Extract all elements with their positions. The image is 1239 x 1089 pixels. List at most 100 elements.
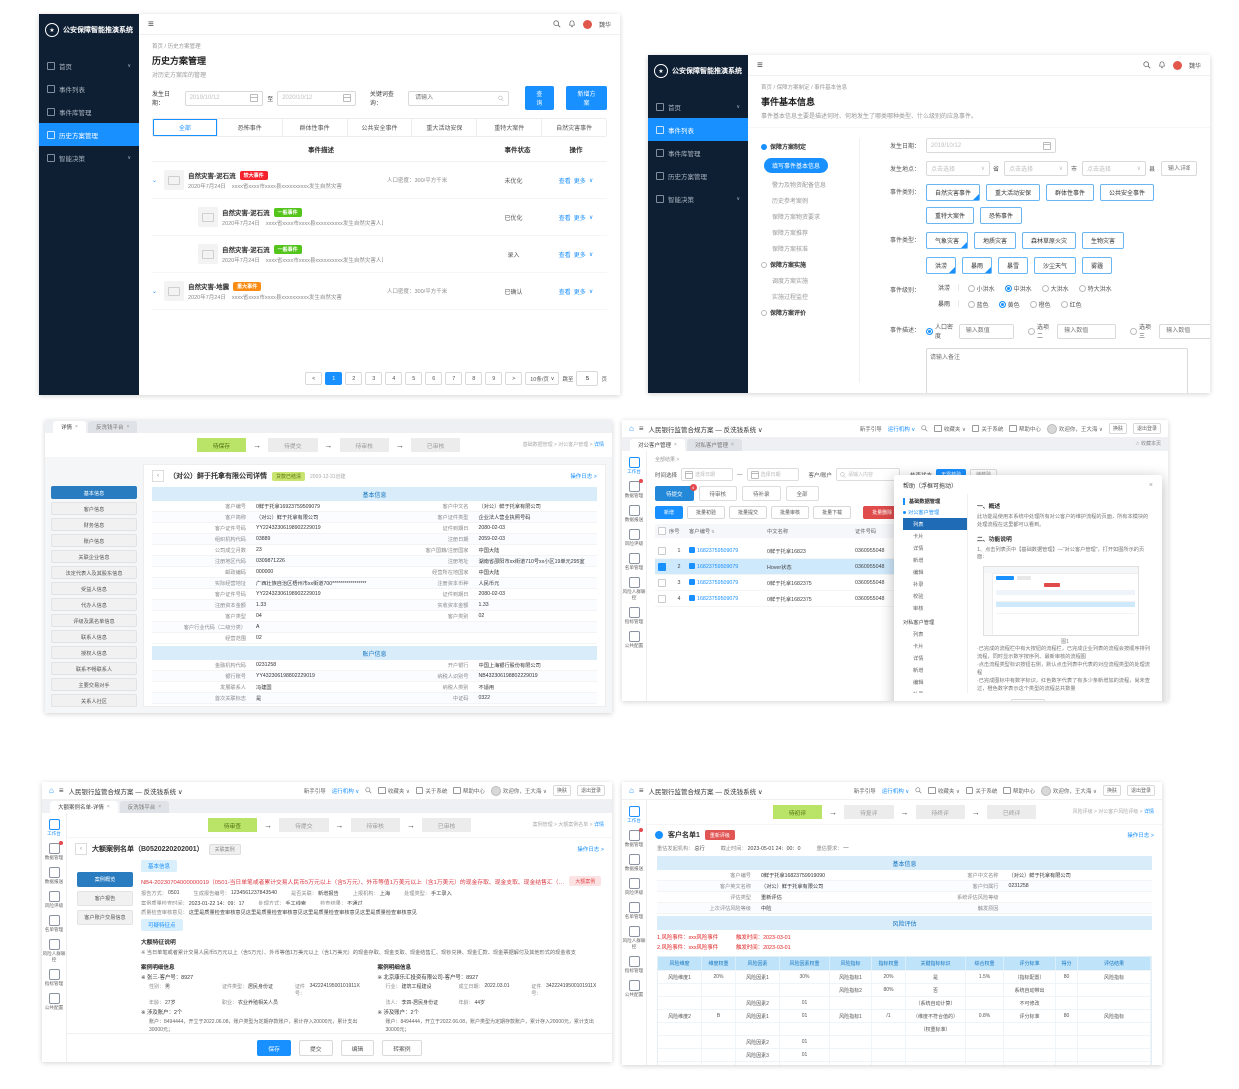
search-icon[interactable] — [553, 20, 561, 28]
rail-module-item[interactable]: 工作台 — [42, 819, 66, 837]
process-step[interactable]: 保障方案物资要求 — [772, 215, 821, 221]
close-icon[interactable]: × — [75, 424, 78, 430]
help-link[interactable]: 帮助中心 — [1012, 788, 1035, 795]
region-select[interactable]: 点击选择 ∨ — [1004, 161, 1069, 176]
process-step[interactable]: 警力及物资配备信息 — [772, 183, 827, 189]
value-input-box[interactable] — [1159, 323, 1210, 339]
subtype-chip[interactable]: 沙尘天气 — [1034, 257, 1077, 274]
rail-module-item[interactable]: 指标管理 — [42, 969, 66, 987]
operation-log-link[interactable]: 操作日志 > — [570, 474, 597, 480]
bell-icon[interactable] — [1158, 61, 1166, 69]
date-start-input[interactable]: 选择日期 — [681, 468, 734, 481]
help-nav-item[interactable]: 详情 — [913, 545, 924, 552]
process-step[interactable]: 保障方案实施 — [761, 260, 859, 269]
action-button[interactable]: 提交 — [298, 1040, 333, 1056]
date-to-input[interactable]: 2020/10/12 — [277, 90, 356, 106]
app-title[interactable]: 人民银行监管合规方案 — 反洗钱系统 ∨ — [648, 788, 763, 796]
select-all-checkbox[interactable] — [658, 527, 666, 535]
row-checkbox[interactable] — [658, 594, 666, 603]
category-tab[interactable]: 群体性事件 — [282, 119, 348, 136]
action-button[interactable]: 转案例 — [382, 1040, 422, 1056]
help-nav-item[interactable]: 补录 — [913, 581, 924, 588]
logout-button[interactable]: 退出登录 — [1132, 423, 1161, 434]
category-tab[interactable]: 公共安全事件 — [347, 119, 413, 136]
status-tab[interactable]: 待补录 — [742, 486, 781, 501]
category-tab[interactable]: 自然灾害事件 — [542, 119, 606, 136]
hamburger-icon[interactable]: ≡ — [757, 59, 763, 71]
more-link[interactable]: 更多 — [573, 215, 586, 222]
help-nav-item[interactable]: 新增 — [913, 667, 924, 674]
operation-log-link[interactable]: 操作日志 > — [577, 847, 604, 853]
page-number[interactable]: 7 — [445, 372, 463, 385]
help-nav-item[interactable]: 列表 — [913, 631, 924, 638]
date-from-input[interactable]: 2019/10/12 — [184, 90, 264, 106]
collapse-toggle-icon[interactable]: ‹ — [75, 843, 87, 855]
anchor-item[interactable]: 关联企业信息 — [51, 550, 137, 563]
process-step[interactable]: 调度方案实施 — [772, 279, 809, 285]
rail-module-item[interactable]: 风险评级 — [42, 891, 66, 909]
region-select[interactable]: 点击选择 ∨ — [1082, 161, 1147, 176]
sidebar-item[interactable]: 事件列表 — [39, 77, 139, 100]
username[interactable]: 魏华 — [1188, 63, 1201, 70]
sidebar-item[interactable]: 事件列表 — [648, 118, 748, 141]
rail-module-item[interactable]: 风险人群联控 — [622, 577, 646, 601]
page-number[interactable]: 4 — [385, 372, 403, 385]
anchor-item[interactable]: 关系人社区 — [51, 694, 137, 707]
chevron-down-icon[interactable]: ∨ — [588, 177, 594, 184]
description-option[interactable]: 选项三 — [1130, 322, 1210, 340]
help-nav-item[interactable]: 详情 — [913, 655, 924, 662]
page-number[interactable]: 6 — [425, 372, 443, 385]
search-button[interactable]: 查询 — [524, 86, 555, 110]
category-tab[interactable]: 全部 — [153, 119, 218, 136]
avatar[interactable] — [1172, 60, 1182, 70]
sidebar-item[interactable]: 智能决策 ∨ — [648, 187, 748, 210]
sidebar-item[interactable]: 事件库管理 — [39, 100, 139, 123]
radio-option[interactable]: 蓝色 — [967, 300, 989, 309]
expand-caret-icon[interactable]: ⌄ — [152, 288, 158, 295]
help-nav-item[interactable]: 卡片 — [913, 643, 924, 650]
help-nav-item[interactable]: 列表 — [903, 518, 967, 530]
remark-textarea[interactable] — [926, 348, 1188, 393]
keyword-input-box[interactable] — [408, 90, 509, 106]
rail-module-item[interactable]: 公共配置 — [622, 631, 646, 649]
favorites-link[interactable]: 收藏夹 ∨ — [387, 788, 410, 795]
anchor-item[interactable]: 基本信息 — [51, 486, 137, 499]
process-step[interactable]: 填写事件基本信息 — [764, 158, 829, 173]
value-input[interactable] — [963, 327, 1010, 335]
radio-option[interactable]: 红色 — [1060, 300, 1082, 309]
customer-code-link[interactable]: 16823759509079 — [697, 564, 739, 570]
anchor-item[interactable]: 客户信息 — [51, 502, 137, 515]
window-tab[interactable]: 反洗钱平台 × — [119, 801, 170, 813]
rail-module-item[interactable]: 公共配置 — [622, 980, 646, 998]
rail-module-item[interactable]: 风险人群联控 — [622, 926, 646, 950]
description-option[interactable]: 人口密度 — [926, 322, 1015, 340]
page-number[interactable]: 5 — [405, 372, 423, 385]
sidebar-item[interactable]: 首页 ∨ — [648, 95, 748, 118]
dialog-close-button[interactable]: 关闭 — [1011, 699, 1045, 701]
guide-link[interactable]: 新手引导 — [303, 788, 326, 795]
about-link[interactable]: 关于系统 — [425, 788, 448, 795]
close-icon[interactable]: × — [126, 424, 130, 430]
help-nav-item[interactable]: 编辑 — [913, 679, 924, 686]
page-number[interactable]: 8 — [465, 372, 483, 385]
value-input[interactable] — [1164, 327, 1210, 335]
window-tab[interactable]: 反洗钱平台 × — [87, 421, 138, 433]
chevron-down-icon[interactable]: ∨ — [588, 251, 594, 258]
view-link[interactable]: 查看 — [558, 215, 571, 222]
process-step[interactable]: 保障方案推荐 — [772, 231, 809, 237]
rail-module-item[interactable]: 公共配置 — [42, 993, 66, 1011]
window-tab[interactable]: 对公客户管理 × — [630, 439, 685, 451]
category-chip[interactable]: 恐怖事件 — [980, 207, 1023, 224]
anchor-item[interactable]: 客户账户交易信息 — [77, 910, 133, 925]
keyword-input[interactable] — [413, 94, 495, 102]
more-link[interactable]: 更多 — [573, 178, 586, 185]
more-link[interactable]: 更多 — [573, 289, 586, 296]
process-step[interactable]: 保障方案核准 — [772, 247, 809, 253]
radio-option[interactable]: 橙色 — [1029, 300, 1051, 309]
guide-link[interactable]: 新手引导 — [859, 426, 882, 433]
breadcrumb-current[interactable]: 详情 — [1143, 809, 1154, 815]
help-nav-item[interactable]: 卡片 — [913, 533, 924, 540]
value-input-box[interactable] — [1057, 323, 1117, 339]
window-tab[interactable]: 详情 × — [53, 421, 86, 433]
value-input[interactable] — [1062, 327, 1112, 335]
